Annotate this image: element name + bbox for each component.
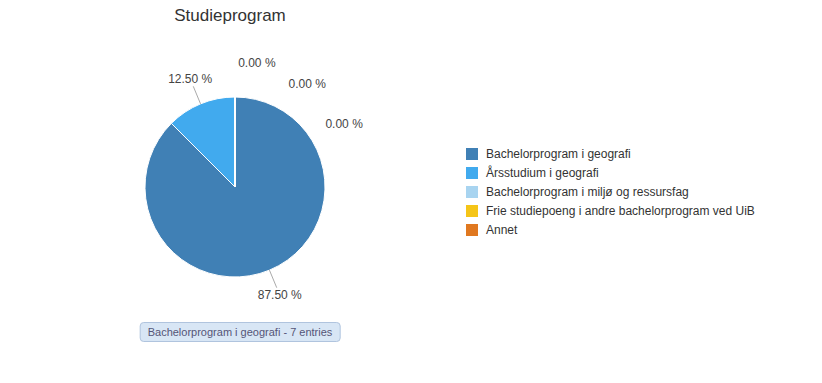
svg-text:87.50 %: 87.50 % bbox=[258, 288, 302, 302]
html-text:Årsstudium i geografi: Årsstudium i geografi bbox=[486, 165, 599, 180]
svg-text:0.00 %: 0.00 % bbox=[238, 56, 276, 70]
html-text:Bachelorprogram i miljø og res: Bachelorprogram i miljø og ressursfag bbox=[486, 184, 689, 199]
html-text:Frie studiepoeng i andre bache: Frie studiepoeng i andre bachelorprogram… bbox=[486, 203, 755, 218]
html-text:Bachelorprogram i geografi - 7: Bachelorprogram i geografi - 7 entries bbox=[147, 326, 333, 338]
html-text:Studieprogram: Studieprogram bbox=[174, 6, 286, 25]
svg-text:0.00 %: 0.00 % bbox=[289, 77, 327, 91]
svg-text:12.50 %: 12.50 % bbox=[168, 72, 212, 86]
html-text:Bachelorprogram i geografi: Bachelorprogram i geografi bbox=[486, 146, 631, 161]
html-text:Annet: Annet bbox=[486, 222, 518, 237]
svg-text:0.00 %: 0.00 % bbox=[325, 117, 363, 131]
